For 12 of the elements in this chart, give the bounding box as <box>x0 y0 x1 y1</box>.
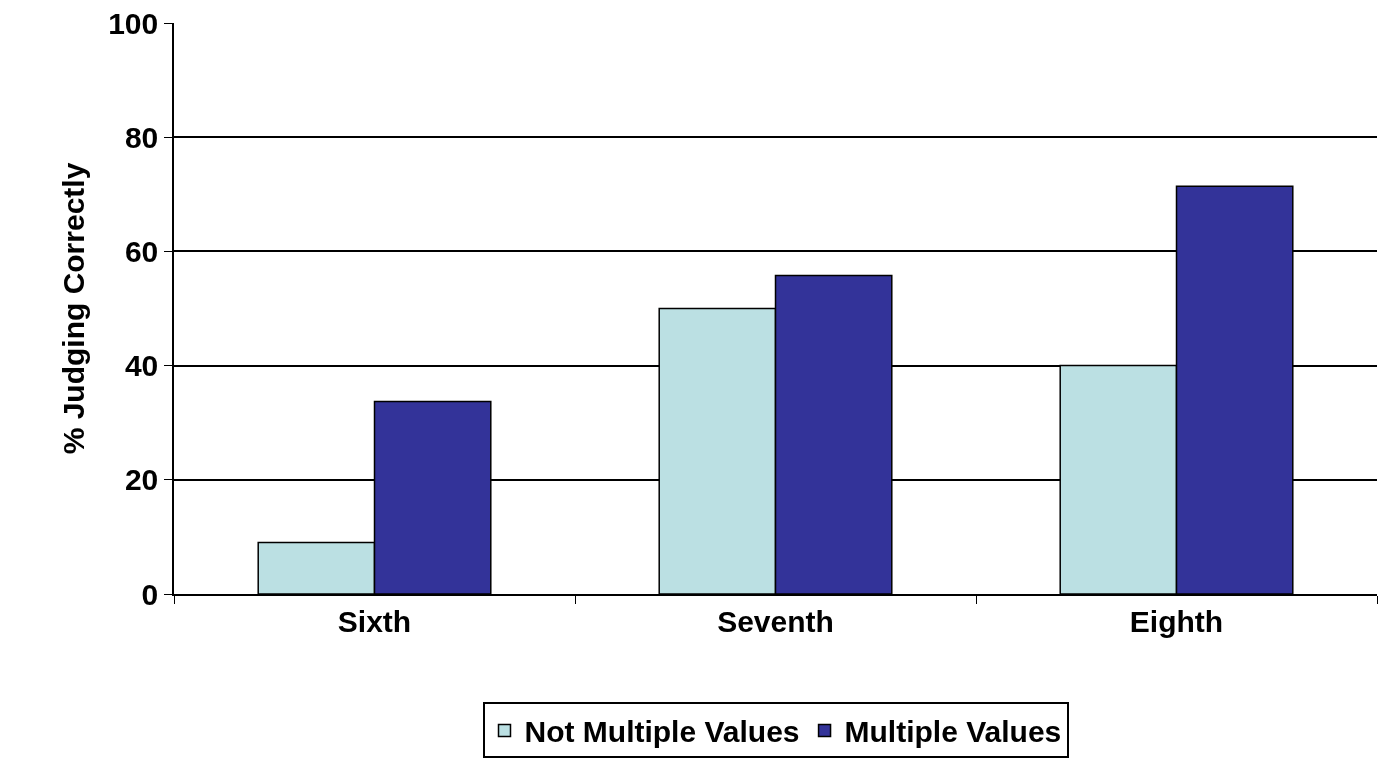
y-tick-label: 100 <box>108 6 159 40</box>
y-tick-label: 20 <box>124 463 159 497</box>
y-tick-label: 0 <box>141 577 159 611</box>
legend-label: Multiple Values <box>844 715 1062 749</box>
legend-label: Not Multiple Values <box>524 715 800 749</box>
x-tick-label: Seventh <box>717 604 834 638</box>
y-tick-label: 40 <box>124 349 159 383</box>
y-tick-label: 80 <box>124 120 159 154</box>
y-axis-title: % Judging Correctly <box>56 162 90 455</box>
x-tick-label: Eighth <box>1129 604 1224 638</box>
x-tick-label: Sixth <box>337 604 412 638</box>
y-tick-label: 60 <box>124 234 159 268</box>
